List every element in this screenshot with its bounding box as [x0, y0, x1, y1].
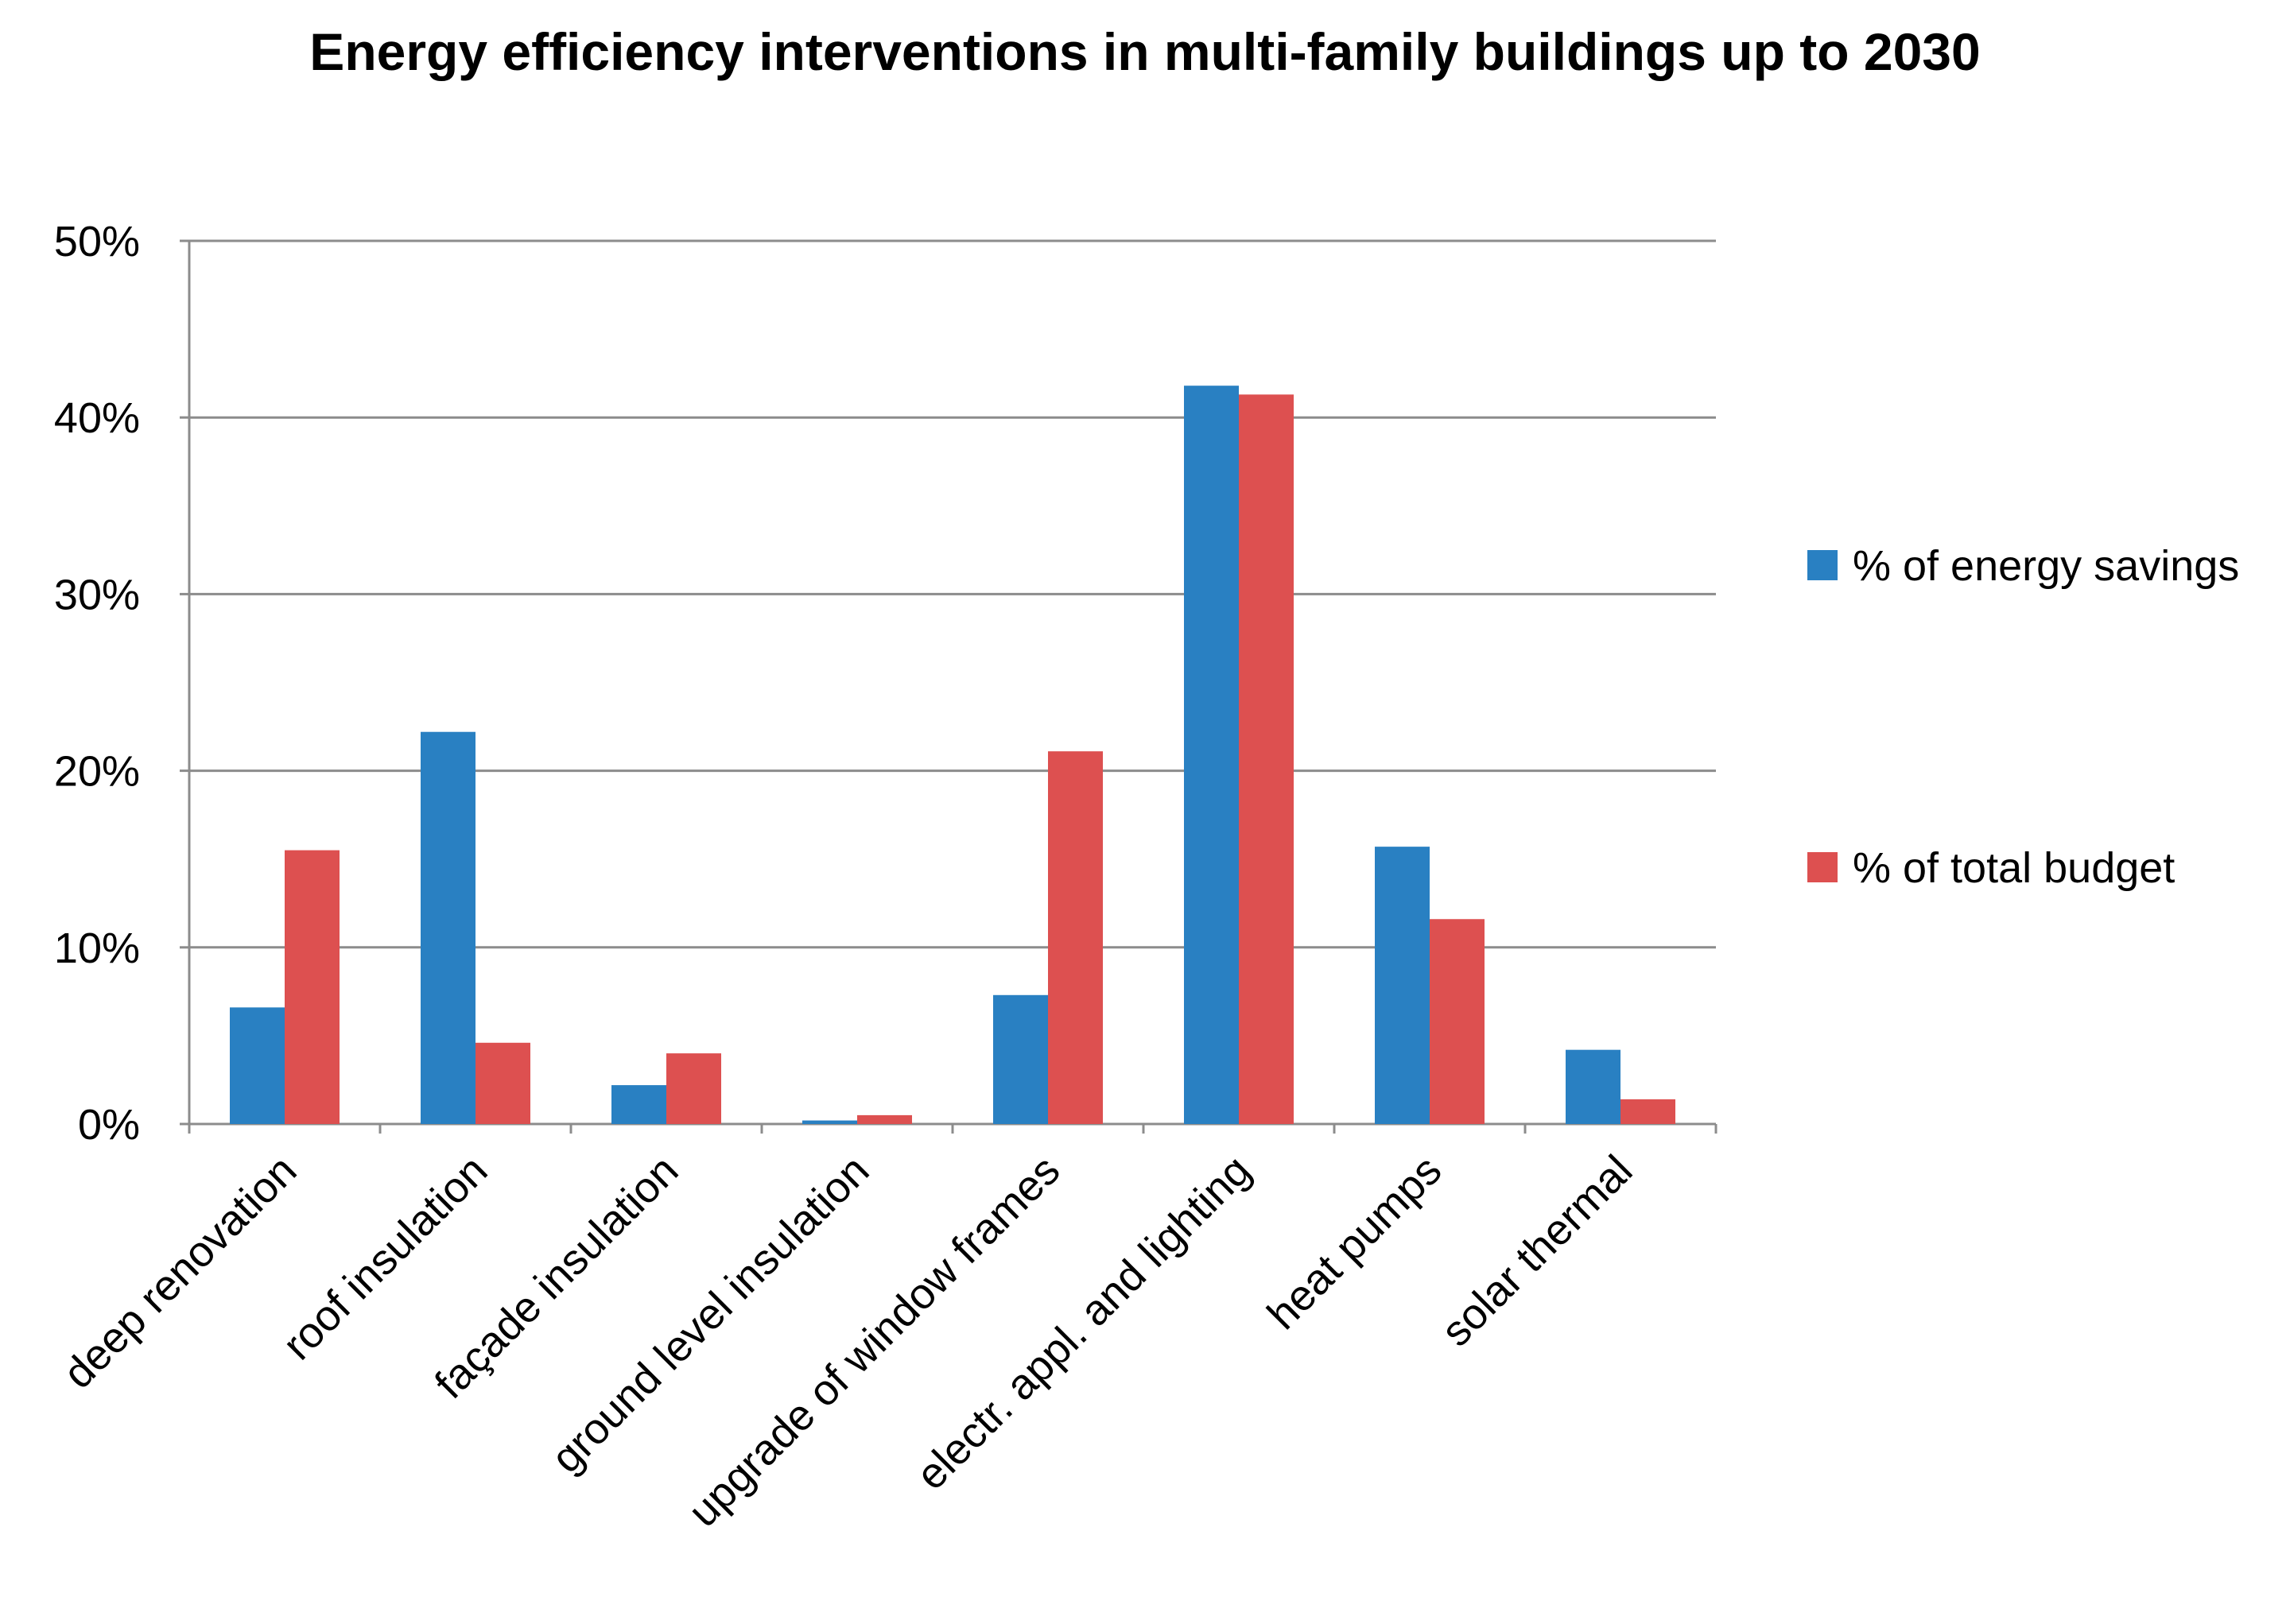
axes — [180, 239, 1718, 1134]
bar-total-budget — [285, 850, 340, 1124]
bars — [230, 386, 1675, 1125]
y-tick-label: 40% — [54, 394, 140, 442]
legend: % of energy savings % of total budget — [1807, 542, 2239, 892]
bar-energy-savings — [802, 1120, 857, 1124]
bar-energy-savings — [1184, 386, 1239, 1125]
bar-energy-savings — [611, 1085, 666, 1124]
y-tick-label: 20% — [54, 748, 140, 796]
y-tick-label: 0% — [78, 1101, 140, 1149]
y-tick-labels: 0% 10% 20% 30% 40% 50% — [54, 218, 140, 1149]
x-category-label: upgrade of window frames — [679, 1146, 1069, 1536]
bar-energy-savings — [421, 731, 475, 1124]
x-category-label: ground level insulation — [542, 1146, 878, 1482]
bar-total-budget — [1620, 1099, 1675, 1124]
bar-total-budget — [1239, 394, 1294, 1125]
bar-energy-savings — [993, 994, 1048, 1124]
legend-label: % of total budget — [1853, 844, 2175, 892]
bar-energy-savings — [1566, 1049, 1620, 1124]
x-category-label: deep renovation — [54, 1146, 305, 1397]
x-category-label: roof insulation — [274, 1146, 496, 1369]
bar-energy-savings — [230, 1007, 285, 1124]
y-tick-label: 10% — [54, 924, 140, 972]
chart-title: Energy efficiency interventions in multi… — [309, 22, 1980, 81]
y-tick-label: 50% — [54, 218, 140, 265]
bar-total-budget — [475, 1042, 530, 1124]
bar-total-budget — [857, 1114, 912, 1124]
x-category-label: solar thermal — [1432, 1146, 1641, 1355]
bar-total-budget — [666, 1053, 721, 1124]
gridlines — [189, 239, 1716, 949]
bar-total-budget — [1048, 751, 1103, 1124]
y-tick-label: 30% — [54, 571, 140, 618]
legend-swatch — [1807, 550, 1838, 580]
legend-swatch — [1807, 852, 1838, 882]
x-category-label: heat pumps — [1259, 1146, 1451, 1339]
bar-total-budget — [1430, 919, 1485, 1124]
bar-energy-savings — [1375, 847, 1430, 1124]
legend-label: % of energy savings — [1853, 542, 2239, 590]
x-category-label: electr. appl. and lighting — [907, 1146, 1260, 1499]
